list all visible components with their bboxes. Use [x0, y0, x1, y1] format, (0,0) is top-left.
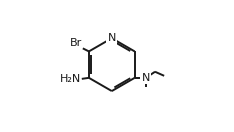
Text: Br: Br	[69, 38, 82, 48]
Text: N: N	[108, 33, 116, 43]
Text: N: N	[142, 73, 150, 83]
Text: H₂N: H₂N	[59, 74, 81, 84]
